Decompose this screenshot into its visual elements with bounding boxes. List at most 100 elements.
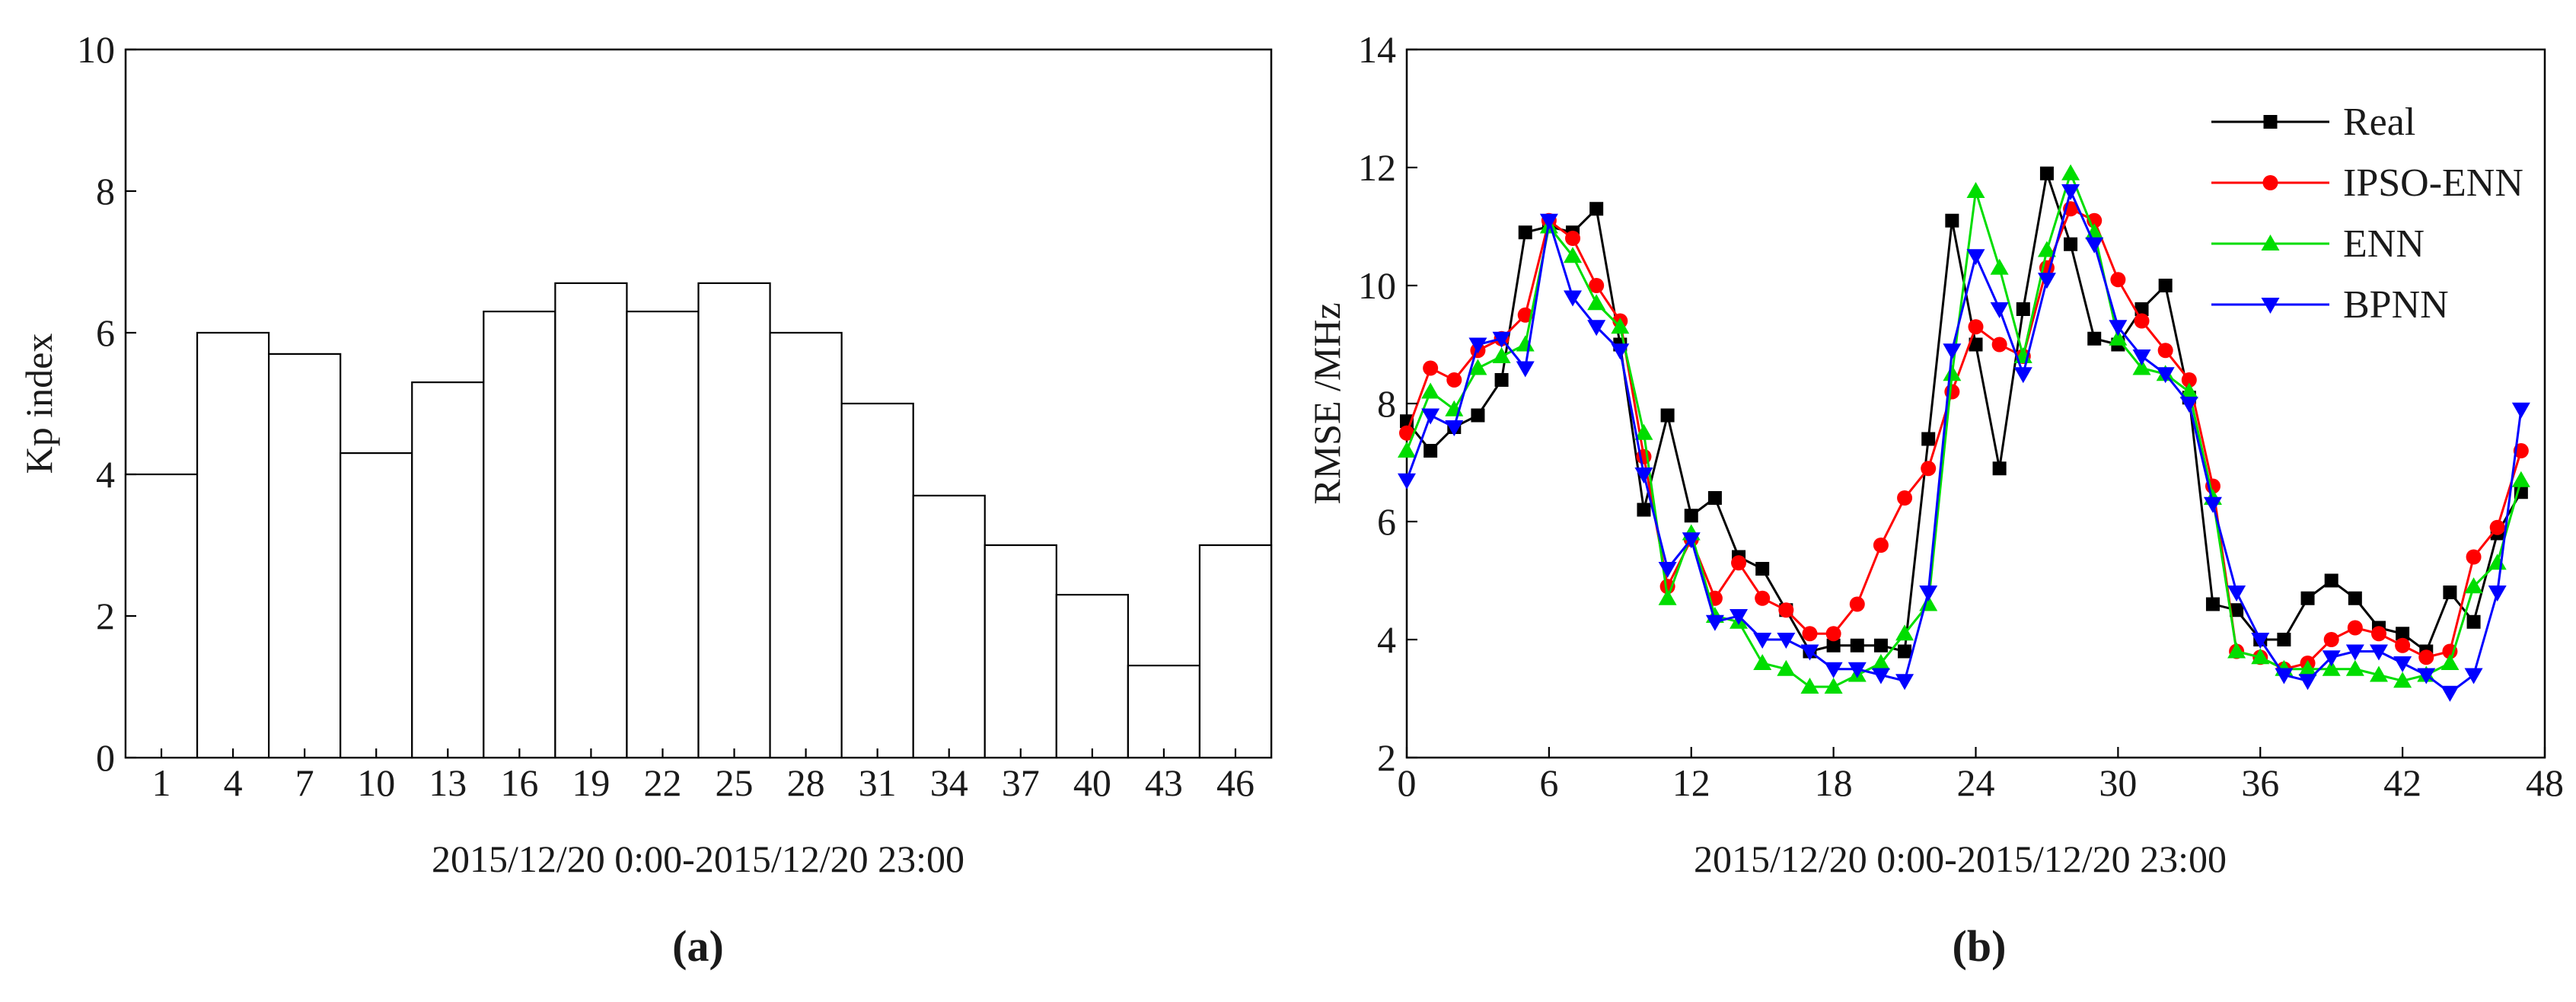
data-point-real [1660, 408, 1675, 423]
data-point-bpnn [2156, 367, 2175, 384]
legend-swatch-marker [2261, 235, 2280, 250]
x-tick-label: 22 [643, 761, 681, 804]
y-tick-label: 6 [1377, 500, 1396, 543]
data-point-bpnn [1777, 633, 1796, 649]
data-point-bpnn [2322, 650, 2341, 667]
legend-label: Real [2343, 101, 2415, 144]
data-point-bpnn [2203, 496, 2222, 513]
data-point-real [1992, 461, 2007, 476]
y-tick-label: 10 [77, 28, 115, 71]
data-point-ipso-enn [1399, 425, 1414, 441]
bar-10 [340, 452, 413, 759]
x-tick-label: 36 [2241, 761, 2279, 804]
data-point-enn [2061, 164, 2080, 180]
data-point-ipso-enn [2181, 372, 2197, 388]
x-tick-label: 16 [500, 761, 538, 804]
legend-swatch-marker [2262, 175, 2278, 190]
data-point-bpnn [1753, 633, 1772, 649]
data-point-ipso-enn [1446, 372, 1462, 388]
panel-b-y-ticks: 2 4 6 8 10 12 14 [1358, 28, 1417, 779]
data-point-real [1423, 444, 1438, 458]
data-point-real [2230, 603, 2244, 617]
data-point-ipso-enn [1873, 538, 1889, 553]
data-point-real [2466, 614, 2481, 629]
data-point-bpnn [2109, 320, 2128, 337]
x-tick-label: 31 [859, 761, 897, 804]
x-tick-label: 30 [2099, 761, 2137, 804]
data-point-enn [2345, 659, 2364, 676]
data-point-bpnn [2132, 349, 2151, 365]
data-point-real [2277, 633, 2291, 646]
data-point-real [1684, 509, 1698, 523]
data-point-bpnn [1871, 668, 1890, 684]
data-point-ipso-enn [2110, 272, 2126, 288]
data-point-bpnn [2037, 273, 2056, 289]
bar-25 [697, 282, 771, 759]
data-point-enn [1468, 359, 1487, 375]
data-point-ipso-enn [2157, 343, 2173, 359]
data-point-bpnn [2369, 644, 2388, 661]
data-point-real [2348, 591, 2362, 605]
x-tick-label: 25 [716, 761, 754, 804]
data-point-enn [1943, 365, 1962, 381]
y-tick-label: 2 [1377, 736, 1396, 779]
data-point-enn [1658, 589, 1677, 605]
data-point-ipso-enn [1897, 490, 1913, 506]
data-point-real [1826, 638, 1841, 653]
y-tick-label: 10 [1358, 264, 1396, 307]
data-point-enn [1824, 678, 1843, 694]
data-point-enn [1871, 654, 1890, 670]
data-point-ipso-enn [1921, 461, 1937, 477]
data-point-real [1471, 408, 1485, 423]
data-point-enn [1966, 182, 1985, 198]
data-point-bpnn [1658, 562, 1677, 578]
y-tick-label: 6 [96, 311, 115, 354]
x-tick-label: 37 [1002, 761, 1040, 804]
y-tick-label: 14 [1358, 28, 1396, 71]
panel-a-x-axis-label: 2015/12/20 0:00-2015/12/20 23:00 [432, 838, 964, 880]
data-point-enn [2132, 359, 2151, 375]
data-point-bpnn [1634, 467, 1653, 483]
panel-b-x-axis-label: 2015/12/20 0:00-2015/12/20 23:00 [1694, 838, 2227, 880]
data-point-ipso-enn [1731, 555, 1747, 571]
data-point-bpnn [1919, 586, 1938, 602]
data-point-bpnn [2464, 668, 2483, 684]
bar-1 [124, 473, 199, 759]
data-point-ipso-enn [1825, 626, 1841, 642]
data-point-ipso-enn [2370, 626, 2386, 642]
data-point-real [2324, 573, 2338, 588]
x-tick-label: 6 [1539, 761, 1558, 804]
data-point-enn [1634, 423, 1653, 440]
data-point-real [1755, 562, 1770, 576]
data-point-real [1589, 202, 1604, 216]
data-point-real [1637, 503, 1651, 517]
data-point-ipso-enn [2395, 637, 2411, 653]
data-point-bpnn [1800, 644, 1819, 661]
data-point-bpnn [2251, 633, 2270, 649]
data-point-ipso-enn [1802, 626, 1818, 642]
data-point-bpnn [2417, 668, 2436, 684]
data-point-bpnn [2179, 397, 2198, 413]
data-point-enn [1421, 382, 1440, 399]
x-tick-label: 0 [1398, 761, 1417, 804]
x-tick-label: 24 [1957, 761, 1995, 804]
data-point-ipso-enn [2134, 313, 2150, 329]
x-tick-label: 10 [357, 761, 395, 804]
data-point-real [1921, 432, 1936, 446]
data-point-bpnn [2393, 656, 2412, 672]
data-point-real [2039, 166, 2054, 180]
data-point-bpnn [1611, 343, 1630, 360]
x-tick-label: 43 [1145, 761, 1183, 804]
bar-4 [196, 331, 270, 759]
x-tick-label: 28 [787, 761, 825, 804]
panel-b-x-ticks: 0 6 12 18 24 30 36 42 48 [1398, 747, 2564, 804]
legend-item-bpnn: BPNN [2211, 283, 2449, 327]
data-point-enn [1492, 347, 1511, 363]
data-point-enn [1587, 294, 1606, 311]
data-point-bpnn [1966, 249, 1985, 266]
bar-40 [1055, 593, 1129, 759]
series-ipso-enn [1399, 201, 2529, 677]
panel-a-y-axis-label: Kp index [18, 333, 60, 474]
panel-a-label: (a) [672, 921, 724, 971]
panel-a-x-ticks: 1 4 7 10 13 16 19 22 25 28 31 34 37 40 43 46 [152, 748, 1255, 804]
